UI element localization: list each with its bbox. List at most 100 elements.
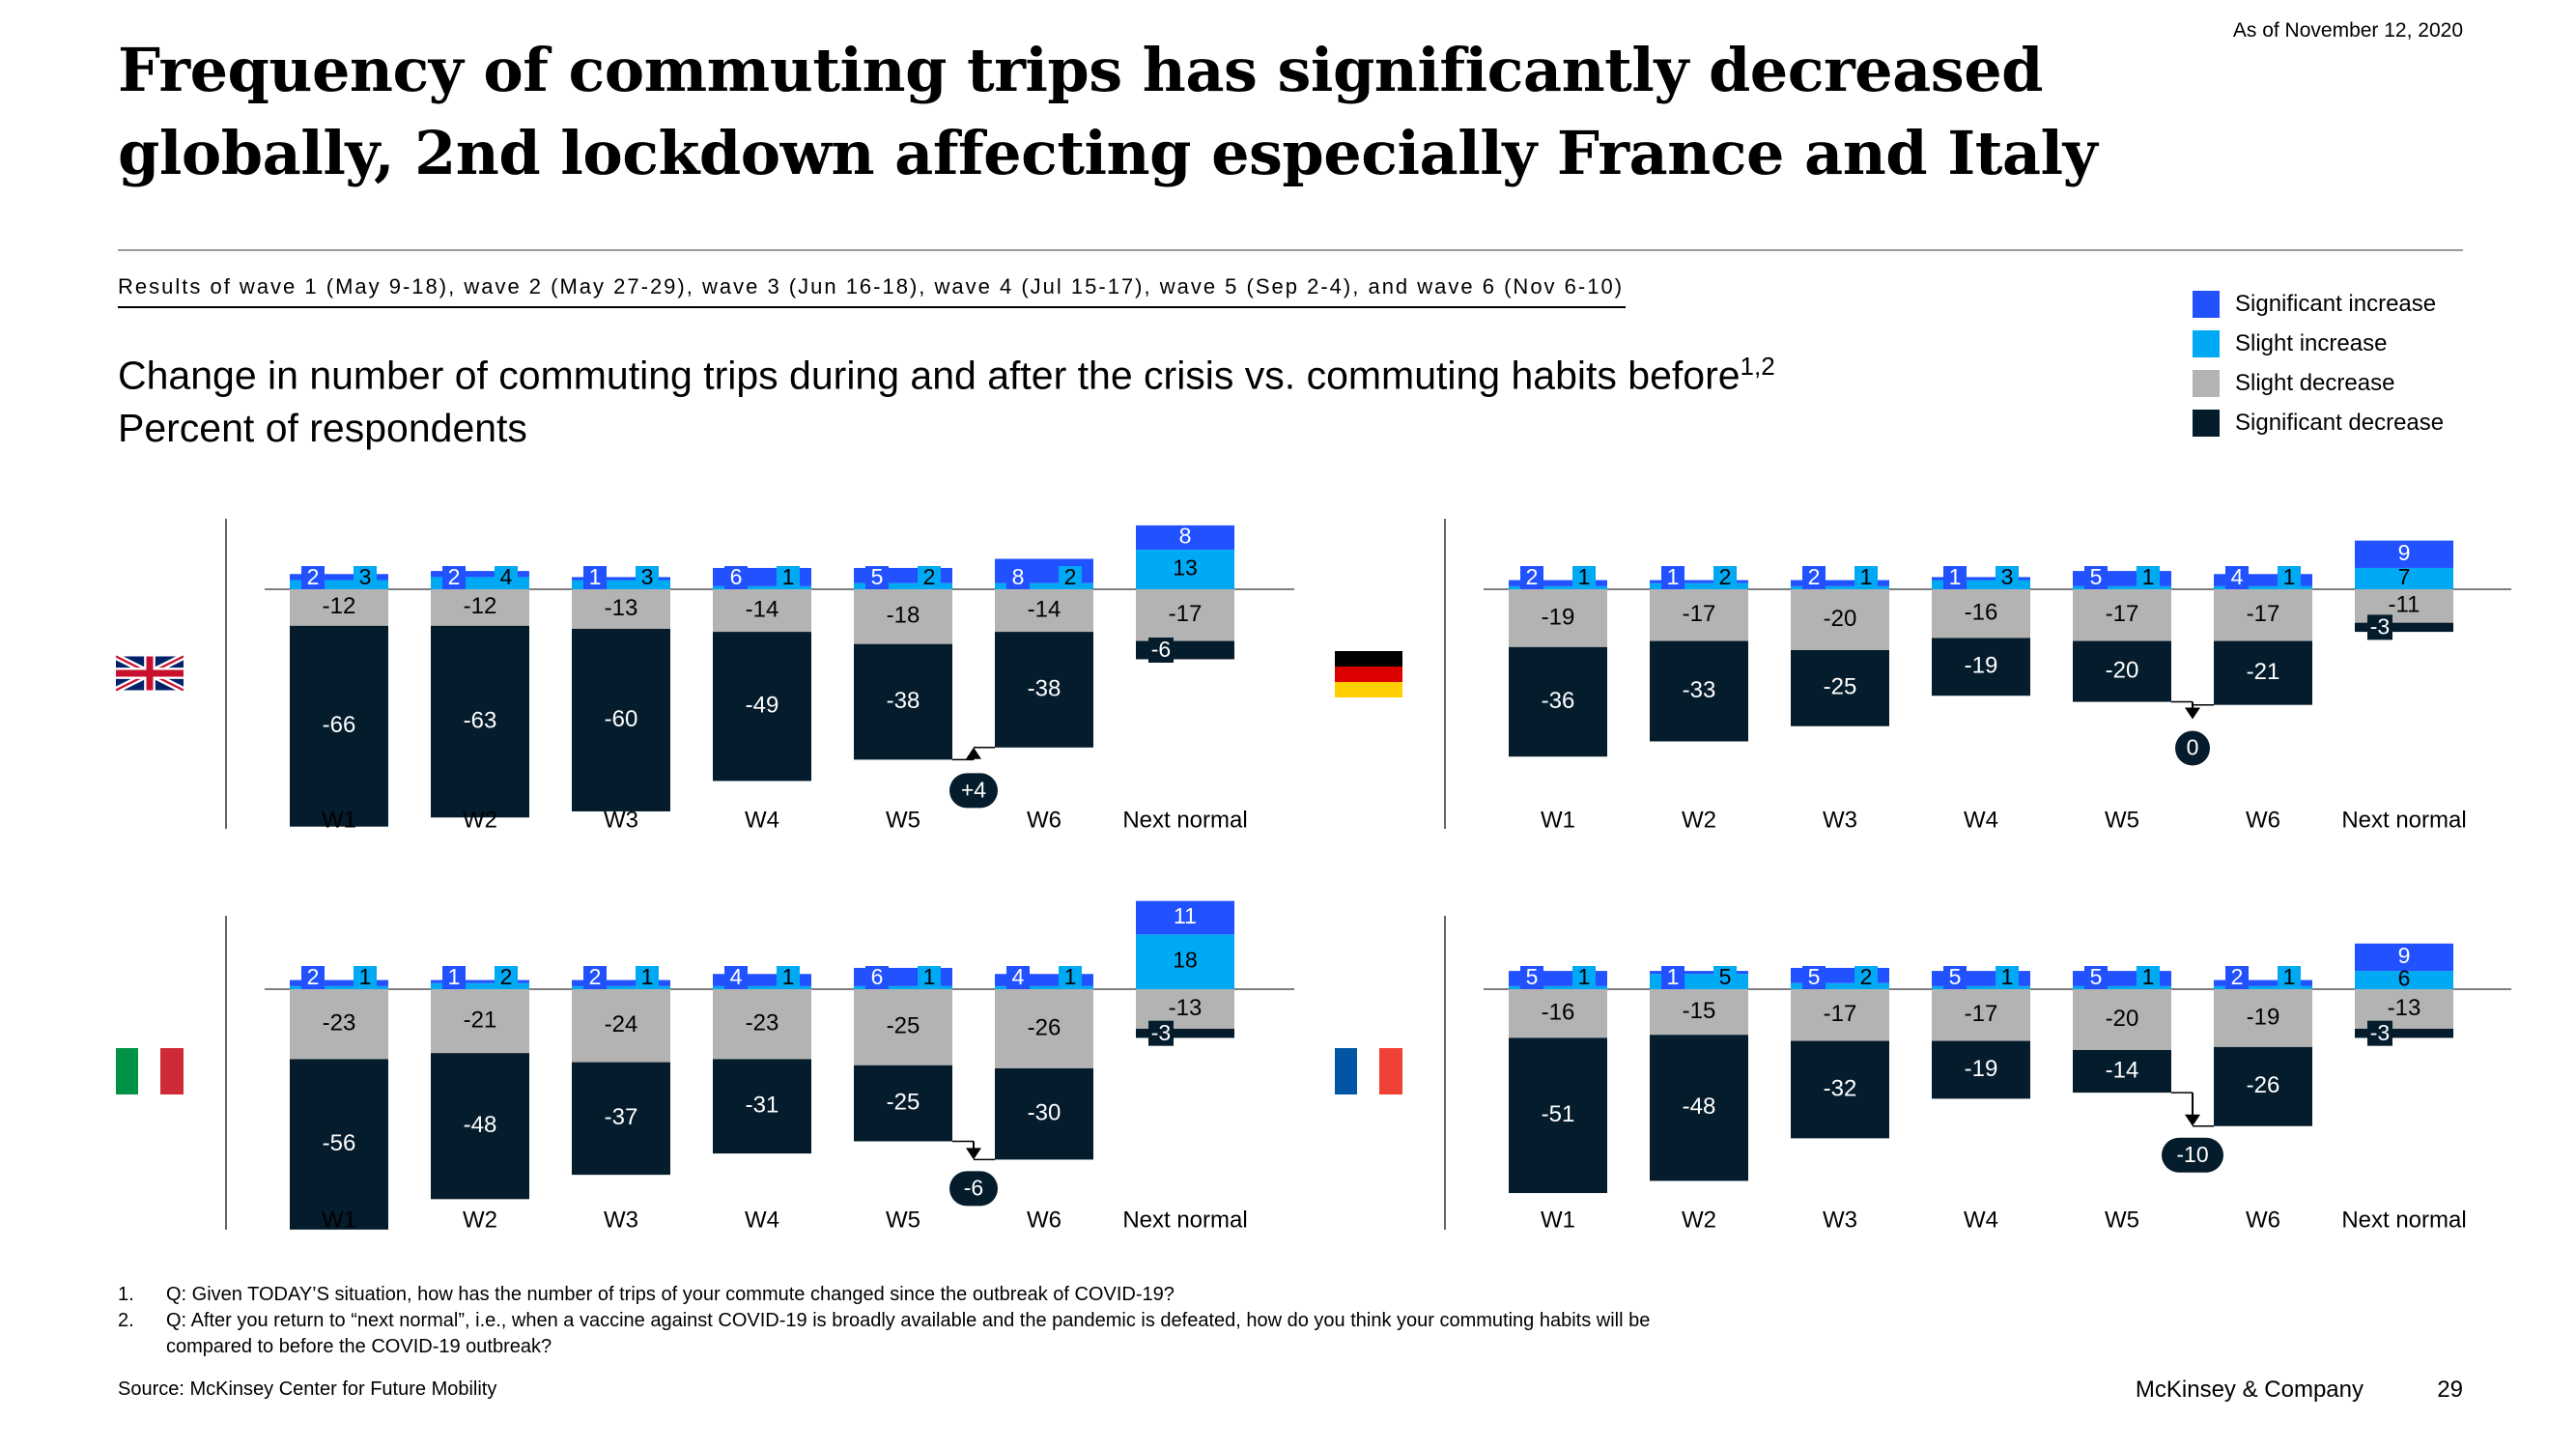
- footnote-2-number: 2.: [118, 1310, 134, 1331]
- bar-significant-decrease-germany-w2: [1650, 640, 1748, 742]
- bar-slight-increase-germany-w6: [2214, 585, 2312, 589]
- label-slight-increase-germany-w1: 1: [1578, 564, 1591, 589]
- label-slight-decrease-united-kingdom-w5: -18: [887, 603, 920, 629]
- bar-significant-decrease-united-kingdom-w3: [572, 628, 670, 811]
- label-box-significant-increase-france-w5: [2084, 966, 2108, 989]
- label-significant-decrease-united-kingdom-w6: -38: [1028, 675, 1062, 701]
- label-box-significant-increase-united-kingdom-w3: [583, 566, 607, 589]
- category-label-germany-w3: W3: [1823, 807, 1857, 833]
- bar-significant-decrease-germany-next-normal: [2355, 622, 2453, 633]
- label-slight-increase-united-kingdom-w3: 3: [641, 564, 654, 589]
- label-significant-increase-germany-w5: 5: [2090, 564, 2103, 589]
- label-box-slight-increase-france-w5: [2137, 966, 2160, 989]
- label-slight-increase-france-w3: 2: [1860, 964, 1873, 989]
- bar-significant-increase-germany-w1: [1509, 580, 1607, 586]
- category-label-france-w6: W6: [2246, 1207, 2280, 1233]
- change-arrowhead-united-kingdom: [966, 747, 981, 759]
- bar-slight-decrease-germany-w6: [2214, 589, 2312, 641]
- label-box-significant-increase-italy-w5: [865, 966, 889, 989]
- label-box-slight-increase-germany-w1: [1572, 566, 1596, 589]
- label-slight-decrease-france-w5: -20: [2106, 1006, 2139, 1032]
- label-significant-increase-germany-w6: 4: [2231, 564, 2244, 589]
- label-slight-increase-germany-w6: 1: [2283, 564, 2296, 589]
- bar-slight-increase-united-kingdom-w4: [713, 585, 811, 589]
- label-slight-decrease-germany-w2: -17: [1683, 601, 1716, 627]
- label-significant-increase-italy-next-normal: 11: [1174, 903, 1197, 928]
- label-significant-decrease-germany-w2: -33: [1683, 677, 1716, 703]
- change-pill-germany: [2175, 730, 2210, 766]
- footnote-1: 1. Q: Given TODAY’S situation, how has t…: [118, 1282, 1663, 1308]
- label-box-significant-increase-italy-w6: [1006, 966, 1030, 989]
- label-box-significant-increase-france-w3: [1802, 966, 1826, 989]
- category-label-italy-w3: W3: [604, 1207, 638, 1233]
- label-slight-decrease-france-w6: -19: [2247, 1004, 2280, 1030]
- bar-slight-increase-germany-w4: [1932, 580, 2030, 589]
- label-significant-decrease-germany-next-normal: -3: [2370, 613, 2390, 639]
- label-significant-decrease-italy-w3: -37: [605, 1104, 638, 1130]
- bar-slight-decrease-germany-w2: [1650, 589, 1748, 641]
- bar-slight-increase-italy-w3: [572, 985, 670, 989]
- bar-slight-increase-united-kingdom-w6: [995, 582, 1093, 589]
- bar-significant-increase-germany-w4: [1932, 577, 2030, 581]
- uk-flag-icon: [116, 653, 184, 694]
- subtitle-footnote-ref: 1,2: [1740, 352, 1775, 381]
- bar-significant-decrease-germany-w3: [1791, 650, 1889, 726]
- bar-slight-decrease-france-w1: [1509, 989, 1607, 1038]
- category-label-united-kingdom-w5: W5: [886, 807, 920, 833]
- label-slight-decrease-united-kingdom-w2: -12: [464, 593, 497, 619]
- bar-significant-increase-france-w6: [2214, 980, 2312, 986]
- category-label-france-w5: W5: [2105, 1207, 2139, 1233]
- label-slight-decrease-germany-w4: -16: [1965, 600, 1998, 626]
- label-box-slight-increase-united-kingdom-w4: [777, 566, 800, 589]
- waves-caption: Results of wave 1 (May 9-18), wave 2 (Ma…: [118, 274, 1627, 308]
- label-slight-increase-germany-w3: 1: [1860, 564, 1873, 589]
- label-slight-decrease-italy-w5: -25: [887, 1013, 920, 1039]
- label-slight-decrease-germany-w6: -17: [2247, 601, 2280, 627]
- label-significant-increase-italy-w4: 4: [730, 964, 743, 989]
- category-label-france-w2: W2: [1682, 1207, 1716, 1233]
- label-box-slight-increase-united-kingdom-w5: [918, 566, 941, 589]
- legend-label-slight-increase: Slight increase: [2235, 329, 2388, 356]
- bar-slight-decrease-france-w2: [1650, 989, 1748, 1036]
- bar-slight-decrease-italy-w3: [572, 989, 670, 1063]
- bar-significant-decrease-united-kingdom-w5: [854, 643, 952, 760]
- bar-slight-increase-italy-next-normal: [1136, 934, 1234, 989]
- label-significant-increase-italy-w3: 2: [589, 964, 602, 989]
- bar-slight-increase-germany-w2: [1650, 582, 1748, 589]
- label-box-significant-increase-germany-w1: [1520, 566, 1543, 589]
- label-slight-increase-france-next-normal: 6: [2398, 966, 2411, 991]
- label-box-significant-decrease-united-kingdom-next-normal: [1148, 638, 1174, 663]
- change-label-united-kingdom: +4: [961, 777, 986, 802]
- label-box-significant-increase-france-w1: [1520, 966, 1543, 989]
- label-box-significant-increase-united-kingdom-w1: [301, 566, 325, 589]
- label-box-significant-increase-united-kingdom-w5: [865, 566, 889, 589]
- category-label-united-kingdom-w4: W4: [745, 807, 779, 833]
- label-significant-decrease-italy-next-normal: -3: [1151, 1020, 1171, 1045]
- label-slight-increase-united-kingdom-w4: 1: [782, 564, 795, 589]
- category-label-germany-w6: W6: [2246, 807, 2280, 833]
- label-slight-increase-france-w1: 1: [1578, 964, 1591, 989]
- bar-slight-decrease-italy-w6: [995, 989, 1093, 1068]
- legend-swatch-significant-increase: [2193, 290, 2220, 318]
- bar-slight-decrease-france-w3: [1791, 989, 1889, 1041]
- category-label-italy-next-normal: Next normal: [1122, 1207, 1247, 1233]
- label-significant-increase-united-kingdom-w5: 5: [871, 564, 884, 589]
- label-box-significant-increase-united-kingdom-w2: [442, 566, 466, 589]
- label-slight-decrease-france-w2: -15: [1683, 998, 1716, 1024]
- bar-significant-increase-italy-w2: [431, 980, 529, 983]
- bar-significant-decrease-france-w5: [2073, 1050, 2171, 1094]
- bar-slight-increase-italy-w4: [713, 985, 811, 989]
- label-slight-decrease-united-kingdom-w4: -14: [746, 596, 779, 622]
- label-box-slight-increase-france-w3: [1854, 966, 1878, 989]
- bar-significant-increase-germany-w2: [1650, 580, 1748, 583]
- label-box-significant-increase-france-w6: [2225, 966, 2249, 989]
- category-label-united-kingdom-w1: W1: [322, 807, 356, 833]
- footnote-2: 2. Q: After you return to “next normal”,…: [118, 1308, 1663, 1360]
- label-slight-increase-italy-w1: 1: [359, 964, 372, 989]
- bar-significant-increase-germany-next-normal: [2355, 540, 2453, 568]
- legend-swatch-slight-increase: [2193, 329, 2220, 357]
- label-slight-decrease-germany-w1: -19: [1542, 604, 1575, 630]
